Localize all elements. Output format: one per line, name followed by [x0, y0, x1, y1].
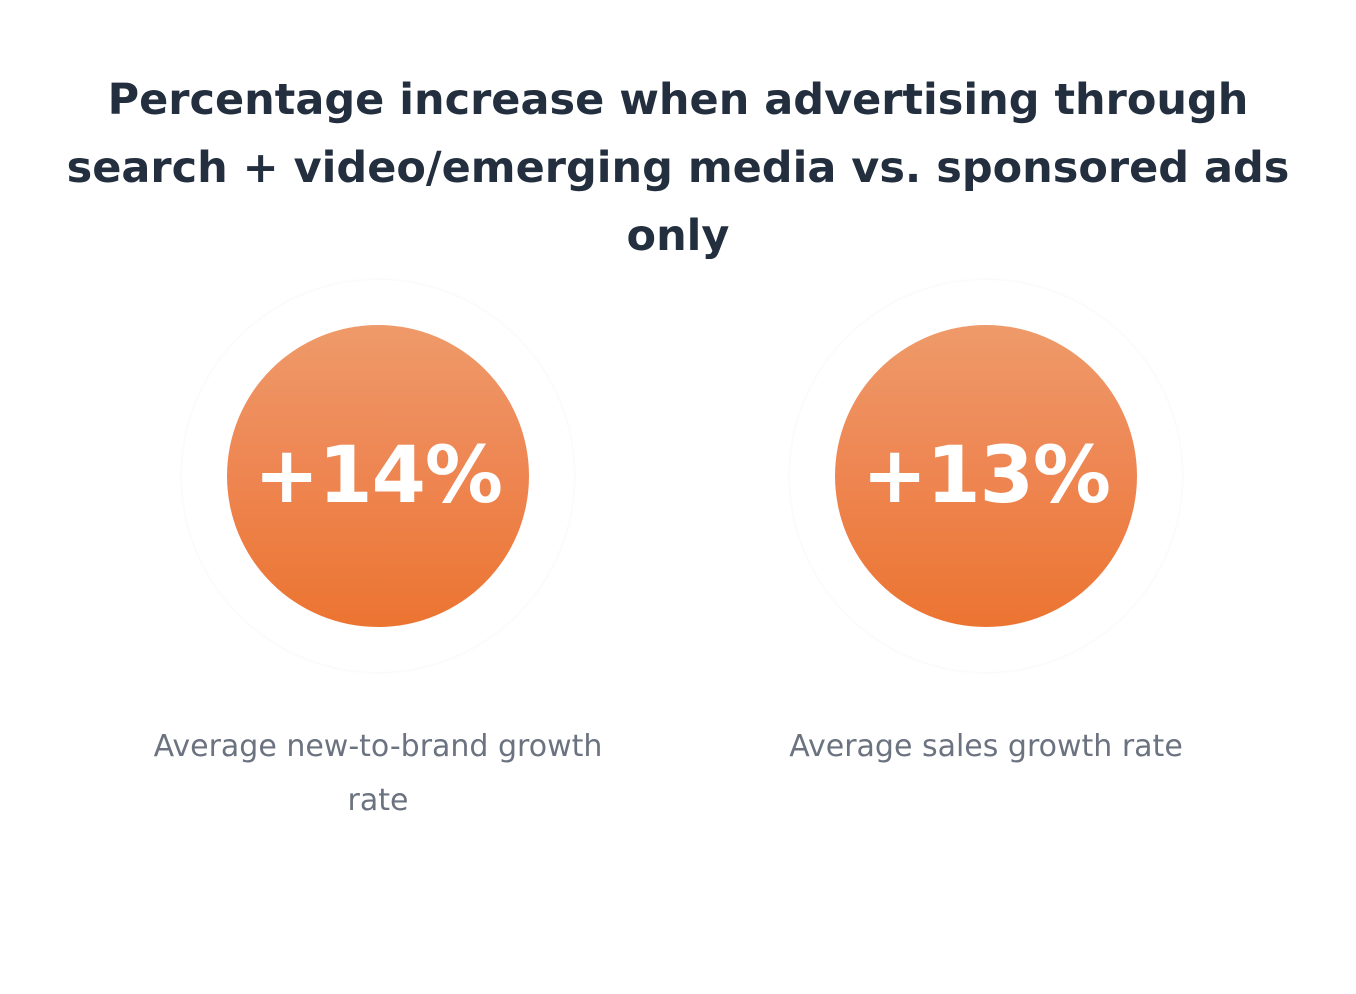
stat-label: Average sales growth rate: [789, 729, 1183, 764]
stat-disc: +13%: [835, 325, 1137, 627]
stat-ring: +13%: [790, 280, 1182, 672]
stat-ring: +14%: [182, 280, 574, 672]
page-title: Percentage increase when advertising thr…: [66, 75, 1290, 261]
stat-label: Average new-to-brand growth rate: [153, 729, 603, 818]
stat-disc: +14%: [227, 325, 529, 627]
stat-value: +13%: [861, 431, 1111, 521]
stat-value: +14%: [253, 431, 503, 521]
